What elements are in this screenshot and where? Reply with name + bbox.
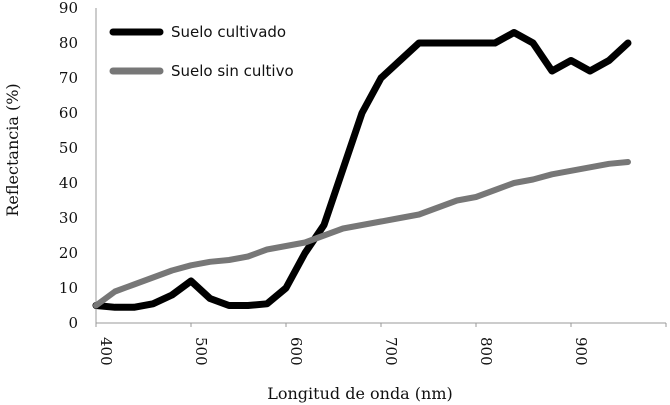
y-tick-label: 70	[59, 69, 78, 87]
x-axis-ticks: 400 500 600 700 800 900 1 000	[95, 323, 670, 380]
y-axis-ticks: 0 10 20 30 40 50 60 70 80 90	[59, 0, 78, 332]
series-line-suelo-cultivado	[92, 29, 632, 311]
x-tick-label: 500	[192, 337, 210, 366]
x-tick-label: 1 000	[667, 337, 670, 380]
series-line-suelo-sin-cultivo	[93, 159, 631, 309]
legend-label-suelo-cultivado: Suelo cultivado	[171, 23, 286, 41]
y-tick-label: 60	[59, 104, 78, 122]
series-layer	[92, 29, 632, 311]
x-tick-label: 600	[287, 337, 305, 366]
y-tick-label: 30	[59, 209, 78, 227]
y-tick-label: 90	[59, 0, 78, 17]
y-tick-label: 40	[59, 174, 78, 192]
x-tick-label: 700	[382, 337, 400, 366]
x-tick-label: 900	[572, 337, 590, 366]
x-tick-label: 400	[97, 337, 115, 366]
legend-label-suelo-sin-cultivo: Suelo sin cultivo	[171, 62, 294, 80]
y-tick-label: 10	[59, 279, 78, 297]
y-tick-label: 80	[59, 34, 78, 52]
y-tick-label: 20	[59, 244, 78, 262]
y-tick-label: 0	[68, 314, 78, 332]
x-axis-title: Longitud de onda (nm)	[267, 384, 453, 403]
x-tick-label: 800	[477, 337, 495, 366]
y-axis-title: Reflectancia (%)	[3, 83, 22, 216]
y-tick-label: 50	[59, 139, 78, 157]
legend: Suelo cultivado Suelo sin cultivo	[109, 23, 294, 80]
